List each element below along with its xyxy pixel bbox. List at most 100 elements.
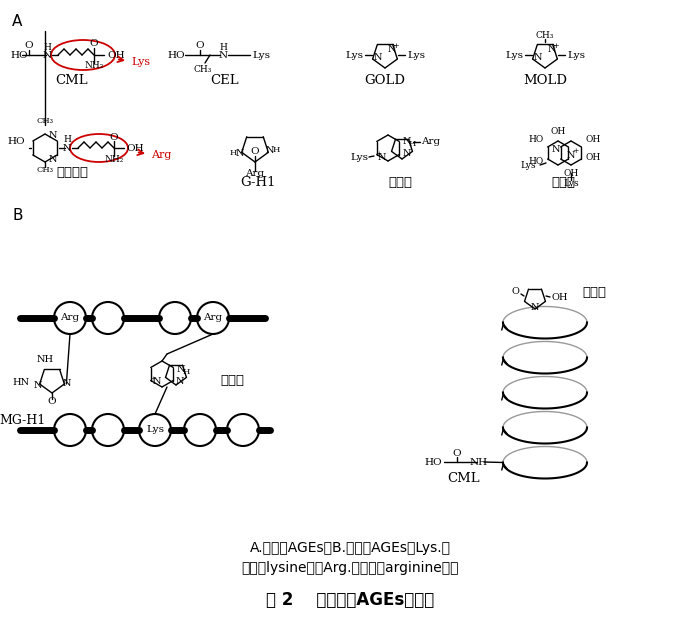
Circle shape (92, 414, 124, 446)
Text: CH₃: CH₃ (36, 166, 53, 174)
Text: H: H (182, 368, 190, 376)
Text: O: O (251, 148, 259, 156)
Text: CEL: CEL (211, 74, 239, 86)
Text: N: N (567, 151, 575, 160)
Text: OH: OH (550, 127, 566, 135)
Text: +: + (150, 375, 156, 383)
Text: Lys: Lys (345, 51, 363, 60)
Text: HO: HO (528, 135, 544, 144)
Text: Lys: Lys (407, 51, 425, 60)
Text: 图 2    几种常见AGEs的结构: 图 2 几种常见AGEs的结构 (266, 591, 434, 609)
Text: A: A (12, 14, 22, 29)
Text: A.游离态AGEs；B.结合态AGEs；Lys.赖: A.游离态AGEs；B.结合态AGEs；Lys.赖 (249, 541, 451, 555)
Text: H: H (63, 135, 71, 144)
Text: OH: OH (585, 153, 601, 162)
Text: Lys: Lys (520, 162, 536, 170)
Text: Arg: Arg (151, 150, 172, 160)
Text: N: N (63, 144, 71, 153)
Text: O: O (196, 41, 204, 50)
Text: Arg: Arg (421, 137, 440, 146)
Text: +: + (374, 150, 382, 158)
Text: N: N (533, 53, 542, 62)
Circle shape (54, 302, 86, 334)
Text: CML: CML (448, 471, 480, 485)
Circle shape (92, 302, 124, 334)
Text: G-H1: G-H1 (240, 176, 276, 188)
Text: OH: OH (585, 135, 601, 144)
Text: OH: OH (107, 51, 125, 60)
Text: N: N (49, 132, 57, 141)
Text: N: N (218, 51, 228, 60)
Text: MG-H1: MG-H1 (0, 413, 45, 427)
Text: Arg: Arg (246, 170, 265, 179)
Text: Lys: Lys (505, 51, 523, 60)
Text: 吵和素: 吵和素 (582, 286, 606, 298)
Text: O: O (48, 398, 56, 406)
Text: N: N (176, 378, 184, 387)
Text: CH₃: CH₃ (36, 117, 53, 125)
Text: HO: HO (167, 51, 185, 60)
Text: N: N (402, 149, 412, 158)
Text: Arg: Arg (204, 314, 223, 322)
Text: N: N (49, 155, 57, 165)
Text: N: N (378, 153, 386, 162)
Text: O: O (453, 448, 461, 457)
Circle shape (54, 414, 86, 446)
Text: N: N (43, 51, 52, 60)
Circle shape (184, 414, 216, 446)
Text: 精氨岞啐: 精氨岞啐 (56, 165, 88, 179)
Text: Arg: Arg (60, 314, 80, 322)
Text: 交联素: 交联素 (551, 176, 575, 188)
Text: Lys: Lys (564, 179, 579, 188)
Text: H: H (219, 43, 227, 52)
Text: N: N (547, 46, 556, 55)
Text: +: + (552, 42, 559, 50)
Text: 戊糖素: 戊糖素 (220, 373, 244, 387)
Text: Lys: Lys (131, 57, 150, 67)
Text: OH: OH (551, 293, 568, 303)
Text: N: N (176, 364, 186, 373)
Text: NH₂: NH₂ (84, 62, 104, 71)
Text: OH: OH (564, 169, 579, 177)
Text: Lys: Lys (252, 51, 270, 60)
Text: N: N (266, 146, 274, 155)
Text: O: O (25, 41, 34, 50)
Text: CML: CML (56, 74, 88, 86)
Text: +: + (393, 42, 400, 50)
Text: H: H (230, 149, 237, 157)
Text: MOLD: MOLD (523, 74, 567, 86)
Text: CH₃: CH₃ (536, 31, 554, 39)
Text: N: N (34, 380, 42, 389)
Text: 氨酸（lysine）；Arg.精氨酸（arginine）。: 氨酸（lysine）；Arg.精氨酸（arginine）。 (241, 561, 458, 575)
Text: Lys: Lys (350, 153, 368, 162)
Text: NH: NH (37, 354, 54, 364)
Text: HO: HO (528, 158, 544, 167)
Text: N: N (552, 144, 560, 153)
Circle shape (159, 302, 191, 334)
Text: H: H (408, 140, 416, 148)
Text: N: N (531, 303, 539, 312)
Text: HN: HN (13, 378, 29, 387)
Text: CH₃: CH₃ (194, 66, 212, 74)
Circle shape (197, 302, 229, 334)
Text: 戊糖素: 戊糖素 (388, 176, 412, 188)
Text: O: O (90, 39, 98, 48)
Text: O: O (511, 287, 519, 296)
Text: H: H (43, 43, 51, 52)
Text: Lys: Lys (567, 51, 585, 60)
Text: NH: NH (470, 458, 488, 467)
Text: N: N (62, 378, 71, 387)
Text: N: N (235, 149, 244, 158)
Text: O: O (110, 132, 118, 141)
Text: N: N (388, 46, 396, 55)
Circle shape (139, 414, 171, 446)
Text: HO: HO (8, 137, 25, 146)
Text: GOLD: GOLD (365, 74, 405, 86)
Text: Lys: Lys (146, 425, 164, 434)
Text: N: N (402, 137, 412, 146)
Text: HO: HO (10, 52, 27, 60)
Text: HO: HO (424, 458, 442, 467)
Text: NH₂: NH₂ (104, 155, 124, 163)
Text: N: N (374, 53, 382, 62)
Circle shape (227, 414, 259, 446)
